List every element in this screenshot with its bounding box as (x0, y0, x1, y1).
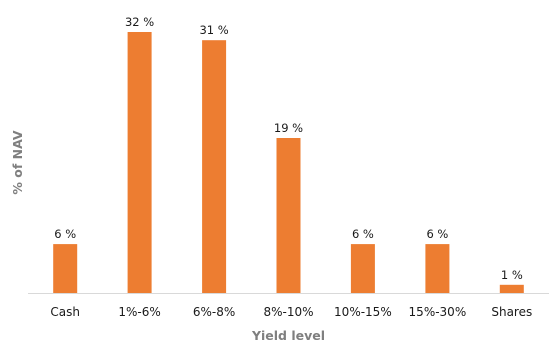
x-tick-label-3: 8%-10% (263, 305, 313, 319)
data-label-5: 6 % (426, 227, 448, 241)
x-tick-label-1: 1%-6% (118, 305, 160, 319)
x-tick-label-0: Cash (50, 305, 80, 319)
x-tick-label-5: 15%-30% (409, 305, 467, 319)
bar-1 (127, 32, 152, 293)
bars-group (53, 32, 524, 294)
bar-6 (499, 284, 524, 293)
x-tick-label-4: 10%-15% (334, 305, 392, 319)
x-tick-labels-group: Cash 1%-6% 6%-8% 8%-10% 10%-15% 15%-30% Shares (50, 305, 532, 319)
data-label-2: 31 % (199, 23, 228, 37)
data-label-3: 19 % (274, 121, 303, 135)
data-label-0: 6 % (54, 227, 76, 241)
bar-4 (350, 244, 375, 293)
x-tick-label-6: Shares (491, 305, 532, 319)
y-axis-title: % of NAV (10, 130, 25, 195)
data-labels-group: 6 % 32 % 31 % 19 % 6 % 6 % 1 % (54, 15, 523, 282)
data-label-4: 6 % (352, 227, 374, 241)
bar-3 (276, 138, 301, 293)
bar-2 (202, 40, 227, 294)
bar-0 (53, 244, 78, 293)
bar-5 (425, 244, 450, 293)
data-label-6: 1 % (501, 268, 523, 282)
x-axis-title: Yield level (251, 328, 325, 343)
x-tick-label-2: 6%-8% (193, 305, 235, 319)
data-label-1: 32 % (125, 15, 154, 29)
